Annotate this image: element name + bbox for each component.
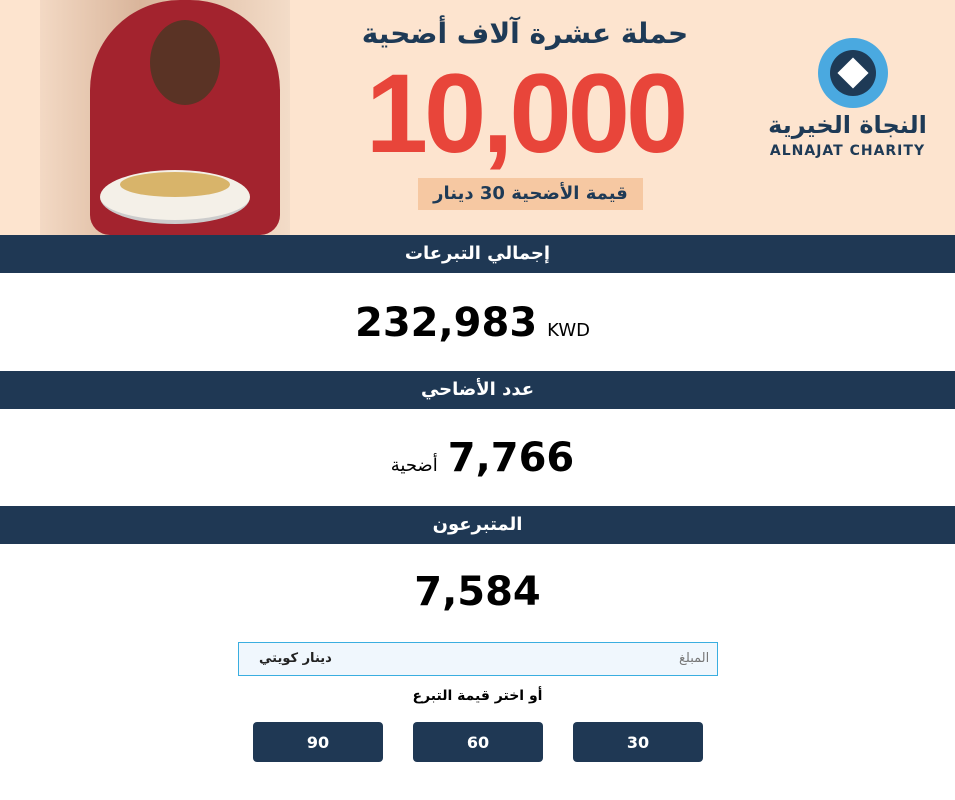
currency-unit: KWD	[547, 320, 590, 341]
sacrifice-unit: أضحية	[390, 455, 438, 476]
total-donations-value: 232,983 KWD	[0, 298, 955, 348]
total-amount: 232,983	[354, 300, 538, 346]
sacrifices-count: 7,766	[447, 435, 575, 481]
sacrifices-count-value: 7,766 أضحية	[0, 433, 955, 483]
logo-text-ar: النجاة الخيرية	[768, 111, 927, 139]
amount-placeholder: المبلغ	[679, 651, 710, 666]
amount-button-90[interactable]: 90	[253, 722, 383, 762]
charity-logo-icon	[818, 38, 888, 108]
campaign-title: حملة عشرة آلاف أضحية	[361, 17, 689, 50]
campaign-banner: حملة عشرة آلاف أضحية 10,000 قيمة الأضحية…	[0, 0, 955, 235]
amount-input[interactable]: المبلغ دينار كويتي	[238, 642, 718, 676]
child-face	[150, 20, 220, 105]
food-image	[120, 172, 230, 197]
price-note: قيمة الأضحية 30 دينار	[418, 178, 643, 210]
amount-button-30[interactable]: 30	[573, 722, 703, 762]
sacrifices-count-header: عدد الأضاحي	[0, 371, 955, 409]
campaign-goal: 10,000	[365, 51, 689, 176]
logo-text-en: ALNAJAT CHARITY	[769, 143, 926, 159]
total-donations-header: إجمالي التبرعات	[0, 235, 955, 273]
choose-amount-label: أو اختر قيمة التبرع	[412, 688, 543, 704]
currency-label: دينار كويتي	[259, 651, 332, 666]
donors-count: 7,584	[414, 569, 541, 615]
amount-button-60[interactable]: 60	[413, 722, 543, 762]
donors-header: المتبرعون	[0, 506, 955, 544]
